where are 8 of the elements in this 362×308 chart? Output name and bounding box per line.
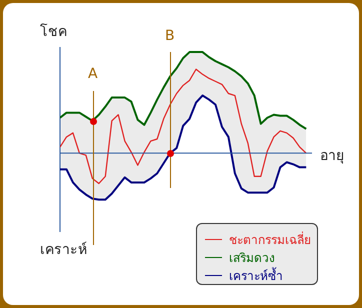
annotation: A [88, 66, 98, 82]
legend-label: ชะตากรรมเฉลี่ย [229, 230, 311, 248]
legend-label: เคราะห์ซ้ำ [229, 266, 283, 284]
text: B [165, 28, 175, 44]
text: เคราะห์ [40, 240, 87, 260]
y-axis-title: โชค [40, 22, 67, 42]
x-axis-title: อายุ [320, 147, 344, 166]
legend-label: เสริมดวง [229, 250, 275, 266]
